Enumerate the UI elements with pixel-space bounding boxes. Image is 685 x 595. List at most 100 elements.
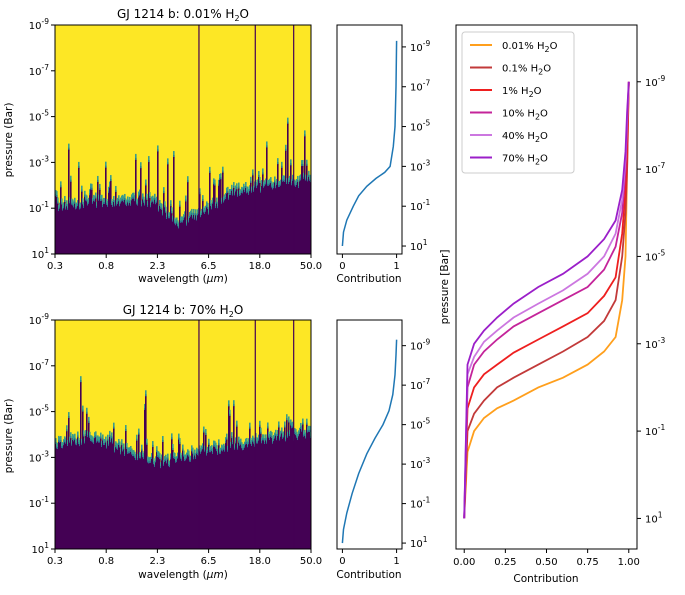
heatmap-transition-band: [156, 450, 158, 454]
heatmap-transition-band: [107, 200, 109, 207]
heatmap-transition-band: [188, 216, 190, 223]
heatmap-transition-band: [185, 454, 187, 461]
heatmap-transition-band: [77, 431, 79, 438]
heatmap-transition-band: [119, 441, 121, 448]
heatmap-region-low: [82, 204, 84, 254]
heatmap-transition-band: [95, 431, 97, 438]
heatmap-transition-band: [189, 455, 191, 462]
heatmap-region-low: [95, 198, 97, 254]
heatmap-transition-band: [179, 442, 181, 446]
heatmap-transition-band: [307, 175, 309, 182]
heatmap-transition-band: [216, 445, 218, 452]
heatmap-transition-band: [83, 201, 85, 208]
heatmap-region-low: [86, 201, 88, 254]
heatmap-transition-band: [110, 440, 112, 444]
heatmap-transition-band: [147, 204, 149, 208]
heatmap-transition-band: [277, 162, 279, 166]
heatmap-transition-band: [97, 179, 99, 183]
heatmap-transition-band: [129, 196, 131, 203]
heatmap-transition-band: [61, 198, 63, 205]
heatmap-transition-band: [281, 161, 283, 168]
heatmap-transition-band: [147, 200, 149, 207]
heatmap-region-low: [279, 186, 281, 254]
heatmap-transition-band: [105, 165, 107, 169]
heatmap-transition-band: [92, 201, 94, 205]
heatmap-region-low: [309, 431, 311, 549]
heatmap-region-low: [182, 450, 184, 549]
heatmap-transition-band: [194, 213, 196, 220]
heatmap-region-low: [183, 456, 185, 549]
heatmap-transition-band: [159, 457, 161, 461]
heatmap-transition-band: [223, 443, 225, 450]
heatmap-transition-band: [99, 436, 101, 443]
heatmap-transition-band: [87, 435, 89, 439]
heatmap-region-low: [300, 180, 302, 254]
heatmap-bottom-title: GJ 1214 b: 70% H2O: [123, 303, 244, 319]
heatmap-region-low: [116, 448, 118, 549]
heatmap-transition-band: [196, 218, 198, 222]
heatmap-transition-band: [175, 223, 177, 227]
heatmap-transition-band: [100, 195, 102, 202]
heatmap-transition-band: [306, 422, 308, 426]
heatmap-transition-band: [74, 437, 76, 441]
heatmap-region-low: [155, 462, 157, 549]
heatmap-transition-band: [212, 197, 214, 204]
heatmap-region-low: [112, 206, 114, 254]
heatmap-region-low: [94, 438, 96, 549]
heatmap-transition-band: [250, 176, 252, 183]
heatmap-transition-band: [68, 143, 70, 150]
heatmap-transition-band: [73, 205, 75, 209]
x-tick-label: 1: [393, 556, 399, 567]
heatmap-transition-band: [278, 185, 280, 189]
x-tick-label: 0: [339, 261, 345, 272]
heatmap-transition-band: [67, 440, 69, 447]
heatmap-transition-band: [65, 441, 67, 445]
heatmap-transition-band: [201, 208, 203, 215]
heatmap-region-low: [281, 167, 283, 254]
heatmap-transition-band: [297, 438, 299, 442]
heatmap-transition-band: [93, 437, 95, 444]
heatmap-transition-band: [258, 175, 260, 179]
heatmap-transition-band: [256, 441, 258, 445]
heatmap-region-low: [112, 443, 114, 549]
heatmap-region-low: [202, 449, 204, 549]
heatmap-transition-band: [300, 178, 302, 182]
heatmap-region-low: [106, 204, 108, 254]
heatmap-transition-band: [142, 197, 144, 201]
heatmap-transition-band: [182, 444, 184, 451]
heatmap-transition-band: [245, 186, 247, 190]
heatmap-transition-band: [289, 179, 291, 183]
heatmap-region-low: [77, 437, 79, 549]
heatmap-transition-band: [126, 200, 128, 207]
heatmap-transition-band: [158, 451, 160, 458]
heatmap-transition-band: [308, 174, 310, 178]
heatmap-transition-band: [257, 441, 259, 445]
heatmap-region-low: [143, 458, 145, 549]
heatmap-transition-band: [107, 438, 109, 442]
heatmap-transition-band: [75, 442, 77, 446]
y-tick-label: 10-3: [410, 456, 430, 471]
heatmap-transition-band: [79, 444, 81, 448]
heatmap-region-low: [184, 217, 186, 254]
heatmap-region-low: [251, 192, 253, 254]
heatmap-transition-band: [81, 185, 83, 192]
heatmap-region-low: [97, 181, 99, 254]
heatmap-transition-band: [103, 443, 105, 447]
heatmap-transition-band: [175, 219, 177, 226]
heatmap-transition-band: [125, 202, 127, 206]
heatmap-transition-band: [303, 172, 305, 179]
heatmap-transition-band: [197, 449, 199, 456]
heatmap-transition-band: [251, 186, 253, 193]
heatmap-region-low: [133, 456, 135, 549]
heatmap-transition-band: [148, 457, 150, 464]
heatmap-region-low: [99, 189, 101, 254]
heatmap-transition-band: [152, 195, 154, 202]
heatmap-region-low: [237, 449, 239, 549]
heatmap-transition-band: [73, 439, 75, 443]
heatmap-transition-band: [113, 200, 115, 204]
heatmap-transition-band: [115, 445, 117, 449]
heatmap-region-low: [273, 441, 275, 549]
heatmap-transition-band: [136, 438, 138, 442]
heatmap-region-low: [170, 459, 172, 549]
